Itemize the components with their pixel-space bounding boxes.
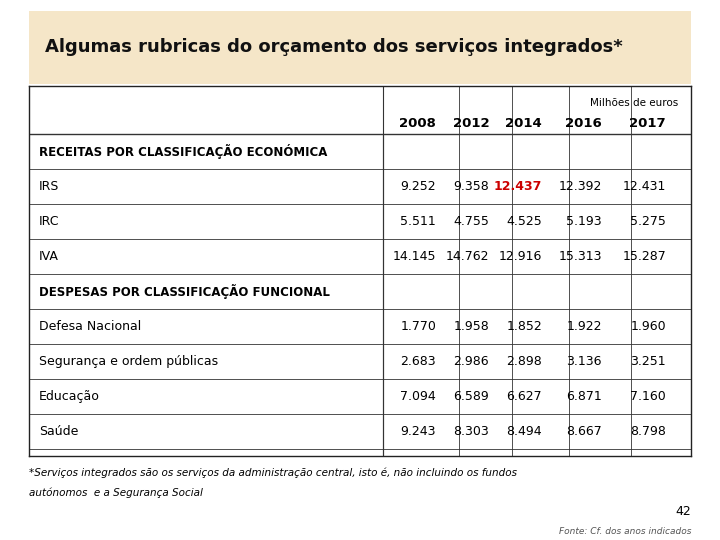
Text: 14.762: 14.762	[446, 250, 489, 264]
Text: 7.160: 7.160	[630, 390, 666, 403]
Text: Milhões de euros: Milhões de euros	[590, 98, 678, 108]
Text: 1.852: 1.852	[506, 320, 542, 333]
Text: 7.094: 7.094	[400, 390, 436, 403]
Text: 4.755: 4.755	[454, 215, 489, 228]
Text: Segurança e ordem públicas: Segurança e ordem públicas	[39, 355, 218, 368]
Text: 1.958: 1.958	[454, 320, 489, 333]
Text: 15.287: 15.287	[622, 250, 666, 264]
Text: 12.916: 12.916	[499, 250, 542, 264]
Text: 2.986: 2.986	[454, 355, 489, 368]
Text: 42: 42	[675, 505, 691, 518]
Text: 3.251: 3.251	[631, 355, 666, 368]
Text: 6.871: 6.871	[566, 390, 602, 403]
Text: Educação: Educação	[39, 390, 99, 403]
Text: 9.358: 9.358	[454, 180, 489, 193]
Text: 9.252: 9.252	[400, 180, 436, 193]
Text: Defesa Nacional: Defesa Nacional	[39, 320, 141, 333]
Text: 12.392: 12.392	[559, 180, 602, 193]
Text: *Serviços integrados são os serviços da administração central, isto é, não inclu: *Serviços integrados são os serviços da …	[29, 468, 517, 478]
Text: autónomos  e a Segurança Social: autónomos e a Segurança Social	[29, 488, 202, 498]
Text: 12.437: 12.437	[494, 180, 542, 193]
Text: DESPESAS POR CLASSIFICAÇÃO FUNCIONAL: DESPESAS POR CLASSIFICAÇÃO FUNCIONAL	[39, 284, 330, 299]
Text: 6.627: 6.627	[507, 390, 542, 403]
Text: 8.667: 8.667	[566, 425, 602, 438]
Text: 6.589: 6.589	[454, 390, 489, 403]
Text: 5.275: 5.275	[630, 215, 666, 228]
Text: 1.770: 1.770	[400, 320, 436, 333]
Text: 5.511: 5.511	[400, 215, 436, 228]
Text: 8.303: 8.303	[454, 425, 489, 438]
Text: 2.683: 2.683	[400, 355, 436, 368]
Text: 8.798: 8.798	[630, 425, 666, 438]
Text: 2016: 2016	[565, 117, 602, 130]
Text: IRS: IRS	[39, 180, 59, 193]
Text: 1.922: 1.922	[566, 320, 602, 333]
Text: IRC: IRC	[39, 215, 59, 228]
Text: 2008: 2008	[400, 117, 436, 130]
Text: 2012: 2012	[453, 117, 489, 130]
Text: 14.145: 14.145	[392, 250, 436, 264]
Text: 8.494: 8.494	[507, 425, 542, 438]
Text: Algumas rubricas do orçamento dos serviços integrados*: Algumas rubricas do orçamento dos serviç…	[45, 38, 623, 56]
Text: Fonte: Cf. dos anos indicados: Fonte: Cf. dos anos indicados	[559, 526, 691, 536]
Text: 9.243: 9.243	[400, 425, 436, 438]
Text: 2017: 2017	[629, 117, 666, 130]
Text: 2014: 2014	[505, 117, 542, 130]
Text: 12.431: 12.431	[623, 180, 666, 193]
Text: Saúde: Saúde	[39, 425, 78, 438]
Text: 3.136: 3.136	[566, 355, 602, 368]
Text: 5.193: 5.193	[566, 215, 602, 228]
Text: 2.898: 2.898	[506, 355, 542, 368]
Text: 15.313: 15.313	[558, 250, 602, 264]
Text: 1.960: 1.960	[631, 320, 666, 333]
Text: RECEITAS POR CLASSIFICAÇÃO ECONÓMICA: RECEITAS POR CLASSIFICAÇÃO ECONÓMICA	[39, 145, 327, 159]
Text: IVA: IVA	[39, 250, 58, 264]
Text: 4.525: 4.525	[506, 215, 542, 228]
